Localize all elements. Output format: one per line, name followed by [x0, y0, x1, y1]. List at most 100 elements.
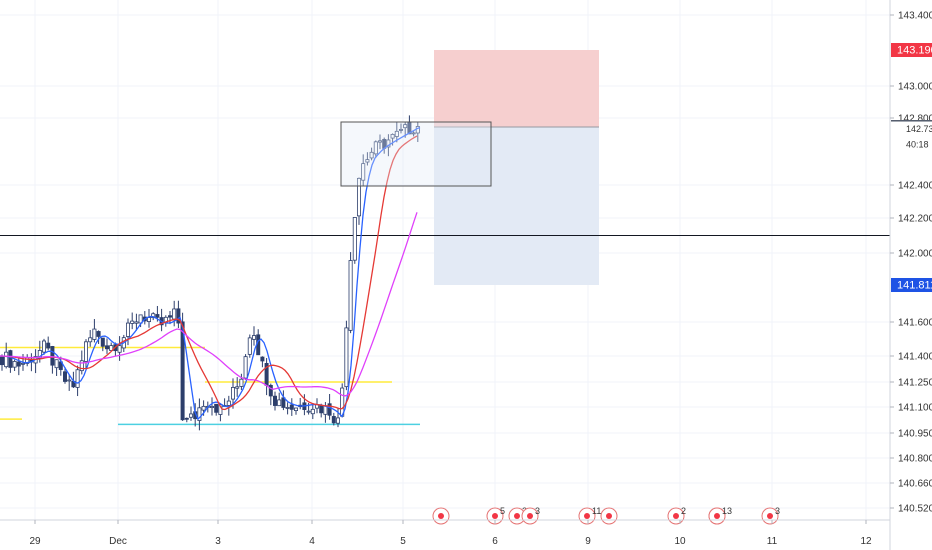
candle-body: [176, 308, 181, 324]
candle-body: [4, 351, 9, 368]
y-tick-label: 141.400: [898, 352, 932, 363]
candle-body: [344, 327, 349, 388]
price-badge-label: 141.811: [897, 280, 932, 292]
candle-body: [209, 406, 214, 408]
candle-body: [369, 151, 374, 159]
y-tick-label: 143.400: [898, 11, 932, 22]
event-dot: [673, 513, 679, 519]
candle-body: [37, 350, 42, 359]
y-tick-label: 140.520: [898, 504, 932, 515]
event-count: 3: [535, 506, 540, 516]
candle-body: [88, 337, 93, 343]
event-count: 5: [500, 506, 505, 516]
candle-body: [331, 416, 336, 424]
event-markers[interactable]: 523112133: [432, 506, 780, 525]
candle-body: [356, 177, 361, 217]
candle-body: [42, 340, 47, 353]
candle-body: [411, 132, 416, 135]
candle-body: [403, 124, 408, 129]
selection-rectangle[interactable]: [340, 121, 492, 187]
candle-body: [0, 356, 4, 366]
candle-body: [319, 405, 324, 414]
candle-body: [50, 346, 55, 366]
event-dot: [514, 513, 520, 519]
event-count: 11: [592, 506, 601, 516]
candle-body: [281, 397, 286, 408]
candle-body: [352, 217, 357, 261]
grid: [0, 0, 890, 520]
candle-body: [327, 403, 332, 416]
moving-averages: [0, 126, 421, 421]
y-tick-label: 141.250: [898, 378, 932, 389]
candle-body: [398, 128, 403, 131]
candle-body: [386, 139, 391, 148]
candle-body: [67, 379, 72, 382]
candle-body: [167, 315, 172, 318]
candle-body: [289, 404, 294, 410]
candle-body: [105, 345, 110, 350]
y-tick-label: 140.800: [898, 454, 932, 465]
y-tick-label: 142.800: [898, 114, 932, 125]
event-count: 13: [722, 506, 732, 516]
candle-body: [377, 140, 382, 143]
candle-body: [96, 331, 101, 337]
candle-body: [230, 387, 235, 400]
candle-body: [180, 321, 185, 421]
candle-body: [16, 361, 21, 367]
candle-body: [155, 314, 160, 318]
candle-body: [201, 405, 206, 411]
candle-body: [348, 260, 353, 331]
x-axis[interactable]: 29 Dec 3 4 5 6 9 10 11 12: [29, 520, 872, 547]
ma-mid-line: [0, 135, 418, 411]
candle-body: [151, 313, 156, 319]
candle-body: [100, 337, 105, 347]
candle-body: [46, 342, 51, 349]
candle-body: [214, 403, 219, 413]
y-axis[interactable]: 143.400 143.000 142.800 142.400 142.200 142.0…: [890, 11, 932, 515]
candle-body: [188, 413, 193, 418]
candle-body: [293, 407, 298, 411]
event-dot: [527, 513, 533, 519]
candle-body: [365, 159, 370, 163]
candle-body: [146, 317, 151, 322]
candle-body: [239, 378, 244, 387]
stop-zone: [434, 127, 599, 285]
candle-body: [8, 350, 13, 368]
x-tick-label: 29: [29, 536, 41, 547]
candle-body: [407, 122, 412, 135]
candle-body: [79, 360, 84, 372]
x-tick-label: 6: [492, 536, 498, 547]
candle-body: [54, 359, 59, 369]
position-tool[interactable]: [434, 50, 599, 285]
event-flag-dot: [438, 513, 444, 519]
candle-body: [172, 308, 177, 320]
x-tick-label: Dec: [109, 536, 127, 547]
y-tick-label: 142.000: [898, 249, 932, 260]
y-tick-label: 143.000: [898, 82, 932, 93]
event-flag-dot: [606, 513, 612, 519]
ma-slow-line: [0, 212, 418, 397]
candle-body: [247, 337, 252, 355]
event-count: 3: [775, 506, 780, 516]
candle-body: [268, 384, 273, 397]
candle-body: [335, 417, 340, 424]
candle-body: [134, 321, 139, 324]
candle-body: [361, 163, 366, 181]
candle-body: [251, 335, 256, 340]
candle-body: [84, 341, 89, 362]
candle-body: [12, 361, 17, 368]
candle-body: [272, 395, 277, 406]
event-dot: [767, 513, 773, 519]
x-tick-label: 10: [674, 536, 686, 547]
y-tick-label: 141.100: [898, 403, 932, 414]
candle-body: [75, 369, 80, 388]
price-badge: [891, 121, 932, 136]
candle-body: [306, 410, 311, 413]
candle-body: [126, 322, 131, 337]
event-count: 2: [681, 506, 686, 516]
event-dot: [714, 513, 720, 519]
x-tick-label: 12: [860, 536, 872, 547]
candle-body: [277, 399, 282, 407]
